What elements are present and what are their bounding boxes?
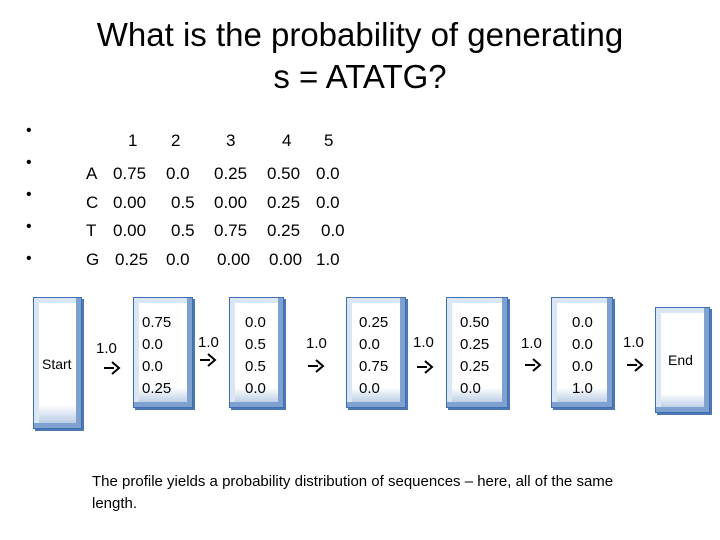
state-3 xyxy=(346,297,406,408)
bullet-icon: • xyxy=(26,154,32,171)
column-header: 2 xyxy=(171,131,181,150)
row-label-a: A xyxy=(86,164,98,183)
state-3-emissions: 0.25 0.0 0.75 0.0 xyxy=(359,312,388,400)
state-4 xyxy=(446,297,508,408)
profile-cell: 0.25 xyxy=(214,164,248,183)
title-line-2: s = ATATG? xyxy=(273,58,447,95)
row-label-g: G xyxy=(86,250,100,269)
state-2-emissions: 0.0 0.5 0.5 0.0 xyxy=(245,312,266,400)
row-label-t: T xyxy=(86,221,97,240)
profile-cell: 0.75 xyxy=(113,164,147,183)
transition-probability: 1.0 xyxy=(306,335,327,352)
transition-probability: 1.0 xyxy=(521,335,542,352)
bullet-icon: • xyxy=(26,122,32,139)
profile-cell: 0.00 xyxy=(214,193,248,212)
profile-cell: 0.25 xyxy=(267,193,301,212)
right-arrow-icon xyxy=(308,359,325,373)
title-line-1: What is the probability of generating xyxy=(96,16,624,53)
profile-cell: 0.00 xyxy=(269,250,303,269)
emission-value: 0.5 xyxy=(245,336,266,353)
emission-value: 1.0 xyxy=(572,380,593,397)
profile-cell: 0.00 xyxy=(217,250,251,269)
profile-cell: 1.0 xyxy=(316,250,340,269)
right-arrow-icon xyxy=(627,358,644,372)
profile-cell: 0.75 xyxy=(214,221,248,240)
transition-probability: 1.0 xyxy=(96,340,117,357)
emission-value: 0.75 xyxy=(142,314,172,331)
right-arrow-icon xyxy=(200,353,217,367)
emission-value: 0.75 xyxy=(359,358,389,375)
emission-value: 0.0 xyxy=(245,314,266,331)
profile-cell: 0.25 xyxy=(115,250,149,269)
profile-cell: 0.5 xyxy=(171,221,195,240)
bullet-icon: • xyxy=(26,186,32,203)
profile-cell: 0.0 xyxy=(166,250,190,269)
profile-cell: 0.0 xyxy=(166,164,190,183)
caption: The profile yields a probability distrib… xyxy=(92,473,614,512)
state-4-emissions: 0.50 0.25 0.25 0.0 xyxy=(460,312,489,400)
emission-value: 0.25 xyxy=(460,336,490,353)
emission-value: 0.0 xyxy=(245,380,266,397)
profile-cell: 0.0 xyxy=(321,221,345,240)
profile-cell: 0.0 xyxy=(316,193,340,212)
profile-cell: 0.00 xyxy=(113,193,147,212)
profile-cell: 0.25 xyxy=(267,221,301,240)
row-label-c: C xyxy=(86,193,99,212)
emission-value: 0.25 xyxy=(460,358,490,375)
column-header: 4 xyxy=(282,131,292,150)
bullet-icon: • xyxy=(26,250,32,267)
emission-value: 0.0 xyxy=(142,336,163,353)
emission-value: 0.0 xyxy=(142,358,163,375)
state-1 xyxy=(133,297,193,408)
profile-cell: 0.00 xyxy=(113,221,147,240)
column-header: 3 xyxy=(226,131,236,150)
emission-value: 0.25 xyxy=(142,380,172,397)
state-1-emissions: 0.75 0.0 0.0 0.25 xyxy=(142,312,171,400)
emission-value: 0.0 xyxy=(572,358,593,375)
slide-title: What is the probability of generating s … xyxy=(0,14,720,98)
state-2 xyxy=(229,297,284,408)
column-header: 5 xyxy=(324,131,334,150)
emission-value: 0.5 xyxy=(245,358,266,375)
bullet-icon: • xyxy=(26,218,32,235)
state-5 xyxy=(551,297,613,408)
profile-cell: 0.50 xyxy=(267,164,301,183)
end-label: End xyxy=(668,352,693,368)
emission-value: 0.50 xyxy=(460,314,490,331)
profile-cell: 0.0 xyxy=(316,164,340,183)
transition-probability: 1.0 xyxy=(198,334,219,351)
state-5-emissions: 0.0 0.0 0.0 1.0 xyxy=(572,312,593,400)
transition-probability: 1.0 xyxy=(413,334,434,351)
profile-cell: 0.5 xyxy=(171,193,195,212)
emission-value: 0.0 xyxy=(359,380,380,397)
right-arrow-icon xyxy=(525,358,542,372)
transition-probability: 1.0 xyxy=(623,334,644,351)
emission-value: 0.0 xyxy=(572,314,593,331)
start-state xyxy=(33,297,82,429)
emission-value: 0.25 xyxy=(359,314,389,331)
emission-value: 0.0 xyxy=(572,336,593,353)
emission-value: 0.0 xyxy=(359,336,380,353)
column-header: 1 xyxy=(128,131,138,150)
emission-value: 0.0 xyxy=(460,380,481,397)
start-label: Start xyxy=(42,356,72,372)
right-arrow-icon xyxy=(417,360,434,374)
right-arrow-icon xyxy=(104,361,121,375)
end-state xyxy=(655,307,710,413)
